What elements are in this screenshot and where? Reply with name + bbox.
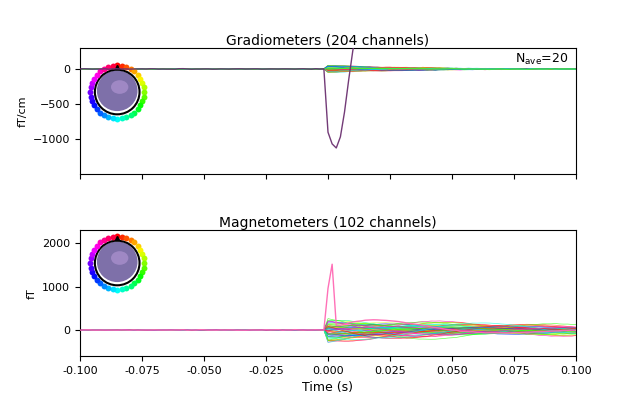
Title: Gradiometers (204 channels): Gradiometers (204 channels) — [227, 34, 429, 48]
Title: Magnetometers (102 channels): Magnetometers (102 channels) — [219, 216, 437, 230]
Y-axis label: fT/cm: fT/cm — [17, 95, 28, 127]
X-axis label: Time (s): Time (s) — [303, 381, 353, 394]
Y-axis label: fT: fT — [27, 288, 36, 298]
Text: N$_{\rm ave}$=20: N$_{\rm ave}$=20 — [515, 52, 568, 67]
